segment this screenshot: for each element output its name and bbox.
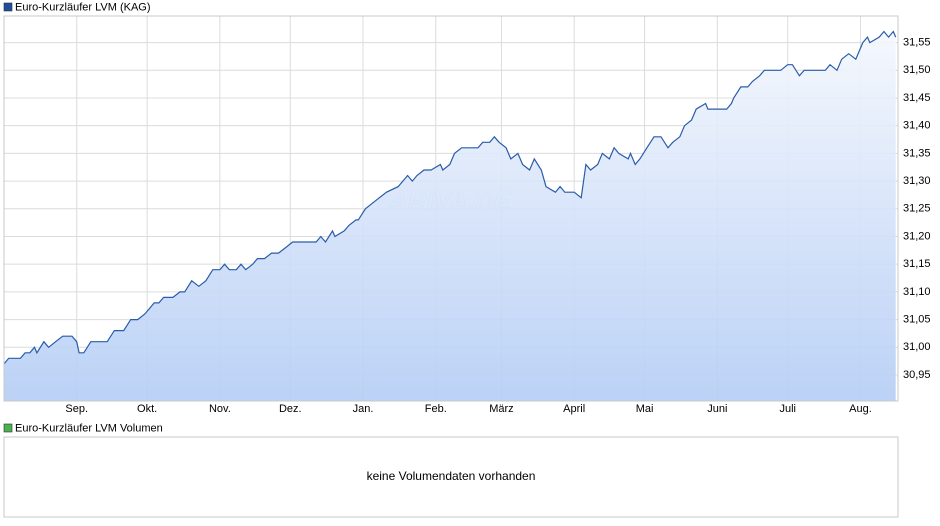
- x-tick-label: Okt.: [137, 403, 157, 415]
- price-line: [3, 30, 897, 365]
- y-tick-label: 31,05: [903, 313, 931, 325]
- y-tick-label: 31,20: [903, 230, 931, 242]
- y-tick-label: 30,95: [903, 369, 931, 381]
- no-data-message: keine Volumendaten vorhanden: [367, 469, 536, 483]
- x-tick-label: Dez.: [279, 403, 302, 415]
- y-tick-label: 31,55: [903, 36, 931, 48]
- x-tick-label: Feb.: [425, 403, 447, 415]
- y-tick-label: 31,35: [903, 147, 931, 159]
- x-tick-label: Jan.: [353, 403, 374, 415]
- legend-label: Euro-Kurzläufer LVM Volumen: [15, 422, 163, 434]
- legend-swatch: [3, 423, 13, 433]
- y-tick-label: 31,15: [903, 258, 931, 270]
- plot-border: [3, 15, 899, 402]
- y-tick-label: 31,45: [903, 92, 931, 104]
- x-tick-label: Aug.: [849, 403, 872, 415]
- y-tick-label: 31,50: [903, 64, 931, 76]
- x-tick-label: März: [489, 403, 513, 415]
- legend-label: Euro-Kurzläufer LVM (KAG): [15, 1, 151, 13]
- volume-panel: [3, 436, 899, 518]
- y-tick-label: 31,30: [903, 175, 931, 187]
- y-tick-label: 31,00: [903, 341, 931, 353]
- area-fill: [4, 31, 896, 401]
- y-tick-label: 31,10: [903, 286, 931, 298]
- y-tick-label: 31,25: [903, 203, 931, 215]
- x-tick-label: Sep.: [65, 403, 88, 415]
- legend-swatch: [3, 2, 13, 12]
- y-tick-label: 31,40: [903, 120, 931, 132]
- x-tick-label: Juni: [707, 403, 727, 415]
- x-tick-label: Mai: [636, 403, 654, 415]
- x-tick-label: April: [563, 403, 585, 415]
- x-tick-label: Juli: [779, 403, 796, 415]
- x-tick-label: Nov.: [209, 403, 231, 415]
